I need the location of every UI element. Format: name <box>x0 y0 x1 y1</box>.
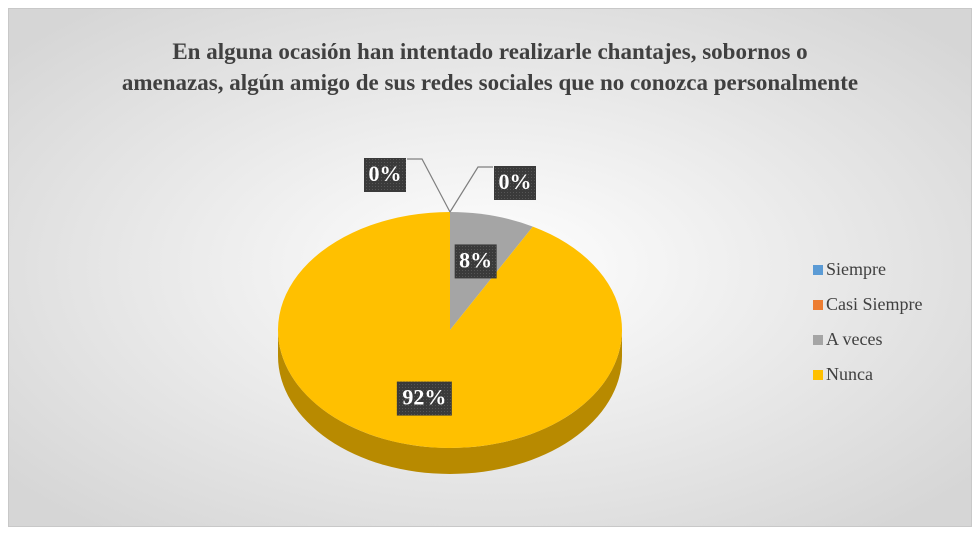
data-label-box <box>454 244 497 279</box>
data-label-box <box>494 166 536 200</box>
data-label-box <box>364 158 406 192</box>
leader-line <box>407 158 451 213</box>
legend-label: A veces <box>826 329 882 349</box>
data-label: 0% <box>369 161 402 186</box>
legend-label: Casi Siempre <box>826 294 923 314</box>
data-labels: 0% 0% 8% 92% <box>364 158 536 416</box>
legend: Siempre Casi Siempre A veces Nunca <box>813 259 923 384</box>
leader-line <box>449 166 493 213</box>
legend-label: Siempre <box>826 259 886 279</box>
slice-side <box>278 330 622 474</box>
legend-label: Nunca <box>826 364 873 384</box>
data-label: 0% <box>499 169 532 194</box>
legend-swatch <box>813 370 823 380</box>
pie <box>277 212 622 474</box>
legend-swatch <box>813 300 823 310</box>
chart-title: En alguna ocasión han intentado realizar… <box>121 39 859 95</box>
data-label: 8% <box>459 247 492 272</box>
slice <box>277 212 622 448</box>
data-label: 92% <box>402 385 446 410</box>
legend-swatch <box>813 265 823 275</box>
data-label-box <box>396 381 452 416</box>
legend-swatch <box>813 335 823 345</box>
